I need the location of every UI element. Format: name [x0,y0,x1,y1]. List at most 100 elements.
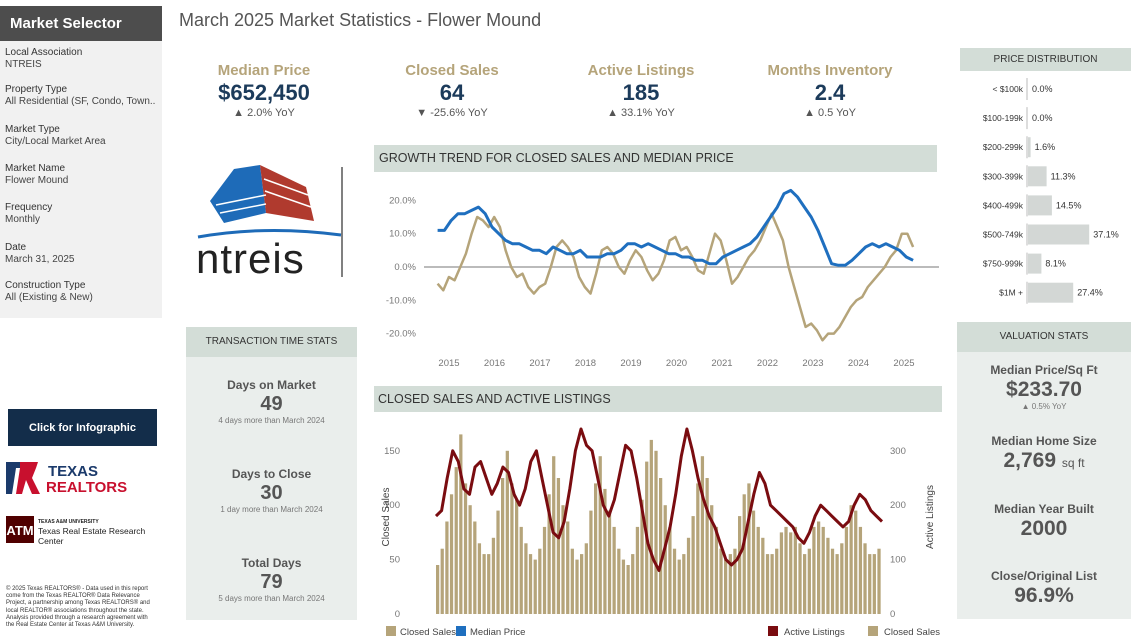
filter-market-name[interactable]: Market Name Flower Mound [5,163,160,187]
closed-sales-bar [728,554,732,614]
closed-sales-listings-header: CLOSED SALES AND ACTIVE LISTINGS [374,386,942,412]
price-range-label: $400-499k [983,200,1024,210]
filter-value[interactable]: City/Local Market Area [5,136,106,147]
closed-sales-bar [817,521,821,614]
legend-swatch-closed-sales-2 [868,626,878,636]
price-distribution-bar [1028,282,1074,303]
ntreis-logo: ntreis [196,165,343,279]
stat-total-days: Total Days 79 5 days more than March 202… [186,556,357,604]
closed-sales-bar [858,526,863,614]
left-tick-label: 100 [384,500,400,511]
closed-sales-bar [468,505,472,614]
x-tick-label: 2021 [711,358,732,369]
legend-swatch-active-listings [768,626,778,636]
closed-sales-bar [733,548,737,614]
closed-sales-bar [672,548,677,614]
closed-sales-bar [854,510,858,614]
filter-value[interactable]: Monthly [5,214,41,225]
filter-construction-type[interactable]: Construction Type All (Existing & New) [5,280,160,304]
closed-sales-bar [863,543,867,614]
filter-market-type[interactable]: Market Type City/Local Market Area [5,124,160,148]
texas-realtors-word-1: TEXAS [48,463,98,480]
closed-sales-bar [803,554,807,614]
kpi-label: Closed Sales [405,62,499,79]
closed-sales-bar [501,478,505,614]
stat-days-on-market: Days on Market 49 4 days more than March… [186,378,357,426]
y-tick-label: 0.0% [394,262,416,273]
filter-label: Frequency [5,202,53,213]
closed-sales-bar [519,526,523,614]
closed-sales-bar [626,565,630,614]
closed-sales-bar [821,526,825,614]
closed-sales-bar [714,526,719,614]
filter-value[interactable]: All Residential (SF, Condo, Town.. [5,96,156,107]
closed-sales-bar [589,510,593,614]
closed-sales-bar [621,559,626,614]
closed-sales-bar [477,543,482,614]
x-tick-label: 2025 [893,358,914,369]
closed-sales-bar [849,505,853,614]
left-axis-title: Closed Sales [381,488,392,547]
filter-value[interactable]: All (Existing & New) [5,292,93,303]
closed-sales-bar [542,526,547,614]
filter-date[interactable]: Date March 31, 2025 [5,242,160,266]
closed-sales-bar [440,548,444,614]
filter-value[interactable]: Flower Mound [5,175,69,186]
closed-sales-bar [496,510,500,614]
svg-text:ATM: ATM [6,523,33,538]
stat-unit: sq ft [1061,456,1085,470]
stat-median-price-sqft: Median Price/Sq Ft $233.70 ▲ 0.5% YoY [957,363,1131,412]
closed-sales-bar [635,526,640,614]
price-distribution-bar [1028,137,1031,158]
filter-local-association[interactable]: Local Association NTREIS [5,47,160,71]
filter-label: Local Association [5,47,83,58]
stat-label: Median Year Built [994,502,1094,516]
legend-label-closed-sales-2: Closed Sales [884,627,940,638]
closed-sales-bar [840,543,844,614]
legend-label-median-price: Median Price [470,627,525,638]
valuation-stats: VALUATION STATS Median Price/Sq Ft $233.… [957,322,1131,619]
stat-median-home-size: Median Home Size 2,769 sq ft [957,434,1131,476]
growth-trend-chart: 20.0% 10.0% 0.0% -10.0% -20.0% 2015 2016 2017 2… [386,188,939,369]
closed-sales-bar [570,548,574,614]
x-tick-label: 2022 [757,358,778,369]
closed-sales-bar [459,434,463,614]
stat-close-original-list: Close/Original List 96.9% [957,569,1131,608]
price-distribution-bar [1028,195,1052,216]
market-selector-header: Market Selector [0,6,162,41]
price-distribution-value: 11.3% [1051,171,1076,181]
active-listings-line [434,427,884,572]
closed-sales-bar [533,559,537,614]
stat-compare: 1 day more than March 2024 [220,505,323,514]
x-tick-label: 2024 [848,358,869,369]
legend-swatch-median-price [456,626,466,636]
closed-sales-bar [710,505,714,614]
closed-sales-bar [538,548,542,614]
closed-sales-bar [556,478,561,614]
stat-label: Days to Close [231,467,312,481]
infographic-button[interactable]: Click for Infographic [8,409,157,446]
closed-sales-bar [691,516,695,614]
closed-sales-bar [561,505,565,614]
closed-sales-bar [779,532,784,614]
x-tick-label: 2020 [666,358,687,369]
closed-sales-bar [482,554,486,614]
closed-sales-bar [515,499,519,614]
closed-sales-growth-line [436,212,915,342]
filter-property-type[interactable]: Property Type All Residential (SF, Condo… [5,84,160,108]
closed-sales-bar [793,526,797,614]
closed-sales-bar [705,478,709,614]
x-tick-label: 2023 [802,358,823,369]
copyright-text: © 2025 Texas REALTORS® - Data used in th… [6,586,150,629]
filter-value[interactable]: NTREIS [5,59,42,70]
closed-sales-bar [491,537,496,614]
growth-trend-header: GROWTH TREND FOR CLOSED SALES AND MEDIAN… [374,145,937,172]
filter-value[interactable]: March 31, 2025 [5,254,75,265]
chart-legends: Closed Sales Median Price Active Listing… [386,626,940,638]
filter-frequency[interactable]: Frequency Monthly [5,202,160,226]
closed-sales-bar [487,554,491,614]
tamu-university-label: TEXAS A&M UNIVERSITY [38,519,99,525]
tamu-logo: ATM [6,516,34,543]
stat-value: 30 [260,482,283,504]
closed-sales-bar [607,510,612,614]
